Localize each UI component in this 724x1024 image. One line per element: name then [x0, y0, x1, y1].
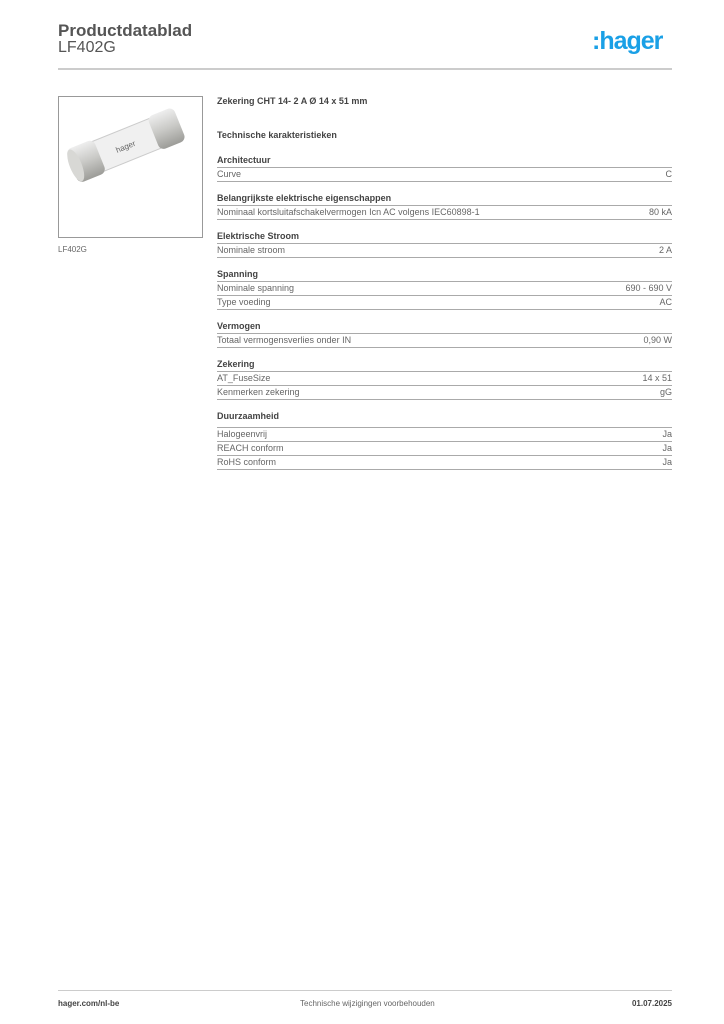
spec-row: Totaal vermogensverlies onder IN 0,90 W [217, 334, 672, 348]
spec-row: Curve C [217, 168, 672, 182]
image-caption: LF402G [58, 245, 87, 254]
spec-label: AT_FuseSize [217, 373, 271, 383]
spec-row: Nominaal kortsluitafschakelvermogen Icn … [217, 206, 672, 220]
spec-value: AC [659, 297, 672, 307]
spec-value: 0,90 W [643, 335, 672, 345]
spec-value: gG [659, 387, 672, 397]
spec-row: Type voeding AC [217, 296, 672, 310]
page-title: Productdatablad [58, 21, 193, 40]
spec-label: Type voeding [217, 297, 271, 307]
spec-row: Nominale spanning 690 - 690 V [217, 282, 672, 296]
spec-value: Ja [662, 429, 672, 439]
product-code: LF402G [58, 39, 116, 56]
spec-section: Duurzaamheid Halogeenvrij Ja REACH conform J… [217, 410, 672, 470]
spec-row: Kenmerken zekering gG [217, 386, 672, 400]
spec-label: Curve [217, 169, 242, 179]
product-name: Zekering CHT 14- 2 A Ø 14 x 51 mm [217, 96, 368, 106]
spec-label: Nominale stroom [217, 245, 286, 255]
spec-section: Zekering AT_FuseSize 14 x 51 Kenmerken zeke… [217, 358, 672, 400]
spec-value: 14 x 51 [642, 373, 672, 383]
spec-section: Belangrijkste elektrische eigenschappen N… [217, 192, 672, 220]
spec-section: Architectuur Curve C [217, 154, 672, 182]
spec-row: AT_FuseSize 14 x 51 [217, 372, 672, 386]
spec-label: Kenmerken zekering [217, 387, 300, 397]
spec-value: C [665, 169, 673, 179]
spec-row: REACH conform Ja [217, 442, 672, 456]
footer-website[interactable]: hager.com/nl-be [58, 999, 120, 1008]
spec-row: Halogeenvrij Ja [217, 428, 672, 442]
spec-label: Nominaal kortsluitafschakelvermogen Icn … [217, 207, 480, 217]
spec-section: Vermogen Totaal vermogensverlies onder IN… [217, 320, 672, 348]
product-image: hager [58, 96, 203, 238]
spec-section: Spanning Nominale spanning 690 - 690 V Type… [217, 268, 672, 310]
spec-row: RoHS conform Ja [217, 456, 672, 470]
section-heading: Architectuur [217, 154, 672, 168]
section-heading: Zekering [217, 358, 672, 372]
fuse-image-icon: hager [67, 108, 185, 182]
spec-content: Zekering CHT 14- 2 A Ø 14 x 51 mm Techni… [217, 96, 672, 480]
footer-disclaimer: Technische wijzigingen voorbehouden [300, 999, 435, 1008]
spec-value: 2 A [658, 245, 672, 255]
spec-label: Totaal vermogensverlies onder IN [217, 335, 352, 345]
section-heading: Elektrische Stroom [217, 230, 672, 244]
spec-label: REACH conform [217, 443, 284, 453]
footer-date: 01.07.2025 [631, 999, 672, 1008]
hager-logo: :hager [592, 27, 663, 55]
section-heading: Duurzaamheid [217, 410, 672, 428]
spec-value: Ja [662, 443, 672, 453]
spec-value: 690 - 690 V [625, 283, 672, 293]
header-divider [58, 68, 672, 70]
section-title: Technische karakteristieken [217, 130, 337, 140]
spec-row: Nominale stroom 2 A [217, 244, 672, 258]
spec-section: Elektrische Stroom Nominale stroom 2 A [217, 230, 672, 258]
spec-value: Ja [662, 457, 672, 467]
spec-label: Nominale spanning [217, 283, 295, 293]
section-heading: Belangrijkste elektrische eigenschappen [217, 192, 672, 206]
spec-label: Halogeenvrij [217, 429, 268, 439]
footer-divider [58, 990, 672, 991]
section-heading: Vermogen [217, 320, 672, 334]
spec-label: RoHS conform [217, 457, 277, 467]
section-heading: Spanning [217, 268, 672, 282]
spec-value: 80 kA [648, 207, 672, 217]
